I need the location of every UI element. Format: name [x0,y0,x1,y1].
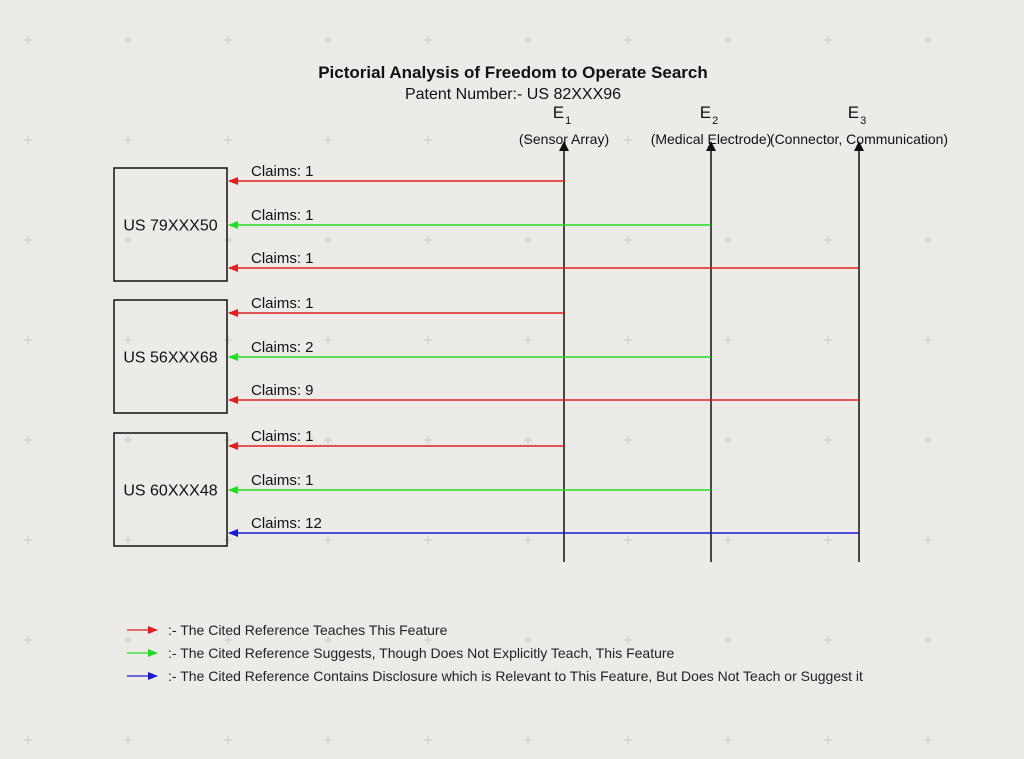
feature-axes: E1 (Sensor Array) E2 (Medical Electrode) E3 (… [519,103,948,562]
reference-box-1 [113,167,228,282]
legend-text-red: :- The Cited Reference Teaches This Feat… [168,622,448,638]
reference-box-2 [113,299,228,414]
claim-arrows: Claims: 1 Claims: 1 Claims: 1 Claims: 1 Clai… [228,163,859,537]
feature-index: 2 [712,115,718,127]
claim-label: Claims: 1 [251,207,314,224]
claim-label: Claims: 1 [251,163,314,180]
patent-number: Patent Number:- US 82XXX96 [405,86,621,103]
feature-desc-3: (Connector, Communication) [770,131,948,147]
claim-label: Claims: 1 [251,472,314,489]
feature-desc-1: (Sensor Array) [519,131,609,147]
legend-text-green: :- The Cited Reference Suggests, Though … [168,645,675,661]
reference-label-2: US 56XXX68 [123,350,217,367]
feature-label-3: E3 [848,103,866,127]
legend: :- The Cited Reference Teaches This Feat… [127,622,863,684]
feature-index: 1 [565,115,571,127]
claim-label: Claims: 2 [251,339,314,356]
reference-label-1: US 79XXX50 [123,218,217,235]
reference-label-3: US 60XXX48 [123,483,217,500]
claim-label: Claims: 12 [251,515,322,532]
claim-label: Claims: 1 [251,250,314,267]
background-grid [24,36,932,744]
diagram-title: Pictorial Analysis of Freedom to Operate… [318,63,708,82]
legend-text-blue: :- The Cited Reference Contains Disclosu… [168,668,863,684]
claim-label: Claims: 9 [251,382,314,399]
feature-desc-2: (Medical Electrode) [651,131,772,147]
claim-label: Claims: 1 [251,295,314,312]
feature-label-1: E1 [553,103,571,127]
reference-box-3 [113,432,228,547]
reference-boxes: US 79XXX50 US 56XXX68 US 60XXX48 [113,167,228,547]
feature-label-2: E2 [700,103,718,127]
feature-index: 3 [860,115,866,127]
claim-label: Claims: 1 [251,428,314,445]
